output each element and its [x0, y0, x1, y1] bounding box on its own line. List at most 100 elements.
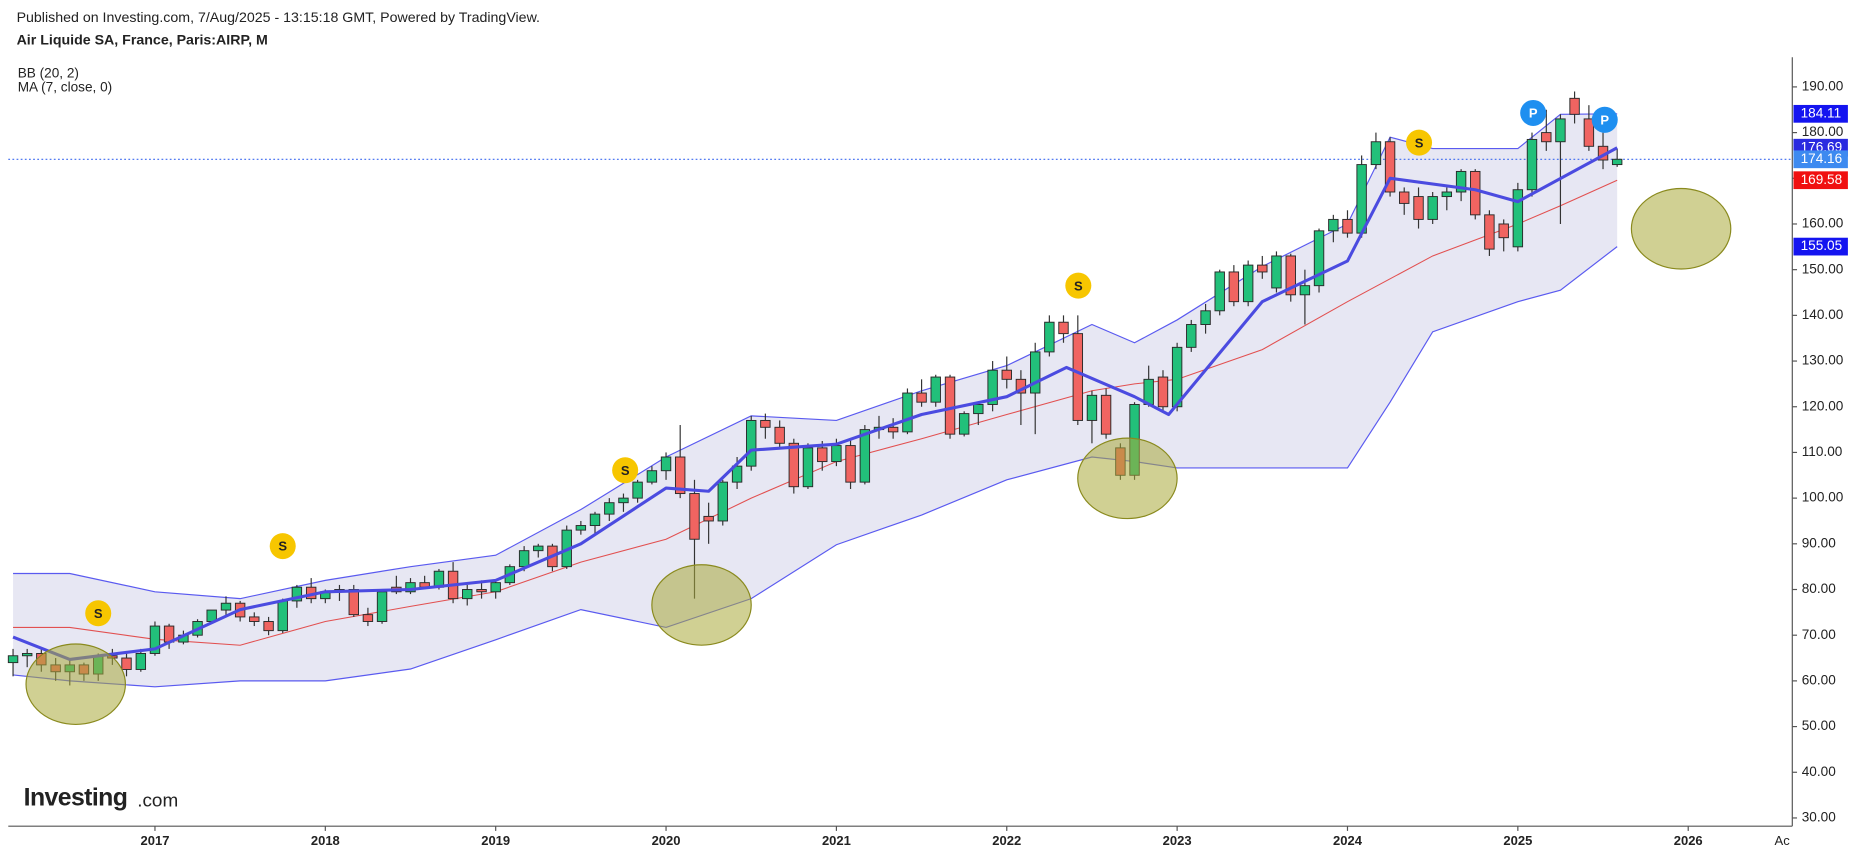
candle-body [604, 502, 615, 515]
candle-body [376, 591, 388, 622]
x-tick-label: 2018 [311, 833, 340, 848]
candle-body [1498, 223, 1509, 239]
candle-body [817, 447, 828, 463]
candle-body [490, 582, 501, 593]
price-label: 174.16 [1801, 151, 1843, 166]
candle-body [731, 465, 743, 483]
y-tick-label: 70.00 [1802, 627, 1836, 642]
event-label: S [278, 539, 287, 554]
candle-body [1569, 97, 1580, 115]
candle-body [1044, 321, 1055, 353]
candle-body [1370, 141, 1382, 166]
y-tick-label: 80.00 [1802, 581, 1836, 596]
event-label: S [94, 606, 103, 621]
candle-body [845, 445, 856, 483]
candle-body [1384, 141, 1396, 193]
candle-body [348, 589, 359, 616]
event-marker [1520, 99, 1547, 126]
y-tick-label: 130.00 [1802, 353, 1844, 368]
candle-body [263, 621, 274, 632]
x-tick-label: 2021 [822, 833, 851, 848]
candle-body [1030, 351, 1041, 394]
price-label: 184.11 [1801, 105, 1842, 120]
candle-body [987, 369, 998, 405]
event-marker [1065, 272, 1092, 299]
candle-body [802, 447, 814, 488]
candle-body [462, 589, 473, 600]
candle-body [121, 657, 132, 670]
y-tick-label: 60.00 [1802, 672, 1836, 687]
candle-body [1611, 158, 1623, 166]
candle-body [618, 497, 629, 504]
plot-area: 30.00 40.00 50.00 60.00 70.00 80.00 90.00 100.0… [7, 57, 1844, 848]
price-label-box [1793, 237, 1848, 256]
event-label: S [1074, 278, 1083, 293]
candle-body [1484, 214, 1495, 250]
candle-body [1228, 271, 1240, 303]
candle-body [1285, 255, 1296, 296]
candle-body [1583, 118, 1595, 147]
candle-body [1072, 333, 1084, 421]
y-tick-label: 40.00 [1802, 764, 1836, 779]
candle-body [1200, 310, 1211, 325]
x-tick-label: 2019 [481, 833, 510, 848]
x-tick-label: 2023 [1163, 833, 1192, 848]
y-tick-label: 120.00 [1802, 398, 1844, 413]
candle-body [405, 582, 416, 593]
x-tick-label: 2026 [1674, 833, 1703, 848]
candle-body [1242, 264, 1254, 303]
candle-body [1086, 394, 1098, 421]
candle-body [291, 586, 303, 602]
annotation-ellipse [651, 564, 752, 646]
candle-body [674, 456, 686, 495]
candle-body [589, 513, 601, 527]
event-marker [85, 600, 112, 627]
y-tick-label: 160.00 [1802, 216, 1844, 231]
x-tick-label: 2017 [141, 833, 170, 848]
candle-body [21, 652, 33, 657]
x-edge-label: Ac [1775, 833, 1791, 848]
ma-line [12, 146, 1618, 661]
candle-body [1470, 170, 1481, 216]
x-tick-label: 2022 [992, 833, 1021, 848]
candle-body [1313, 230, 1325, 287]
candle-body [1555, 118, 1566, 143]
candle-body [1271, 255, 1282, 289]
candle-body [887, 426, 899, 433]
candle-body [1541, 132, 1552, 143]
event-marker [269, 533, 296, 560]
candle-body [277, 600, 288, 632]
candle-body [135, 652, 147, 670]
candle-body [1100, 394, 1112, 435]
candle-body [1342, 218, 1353, 234]
logo-suffix: .com [137, 790, 178, 811]
y-tick-label: 100.00 [1802, 490, 1844, 505]
candle-body [831, 445, 842, 463]
y-tick-label: 90.00 [1802, 535, 1836, 550]
x-tick-label: 2024 [1333, 833, 1363, 848]
annotation-ellipse [25, 643, 126, 726]
candle-body [1512, 189, 1524, 248]
y-tick-label: 140.00 [1802, 307, 1844, 322]
candle-body [362, 614, 374, 622]
candle-body [1058, 321, 1069, 335]
event-marker [1591, 106, 1618, 133]
y-tick-label: 150.00 [1802, 261, 1844, 276]
candle-body [533, 545, 544, 552]
candle-body [476, 589, 487, 593]
y-tick-label: 110.00 [1802, 444, 1843, 459]
candle-body [660, 456, 672, 472]
candle-body [1001, 369, 1012, 380]
candle-body [1299, 285, 1311, 296]
published-note: Published on Investing.com, 7/Aug/2025 -… [17, 10, 540, 26]
event-label: S [621, 463, 630, 478]
x-tick-label: 2025 [1503, 833, 1532, 848]
candle-body [1356, 164, 1367, 234]
candle-body [249, 616, 260, 622]
candle-body [1186, 324, 1197, 348]
candle-body [1257, 264, 1268, 273]
price-label-box [1793, 104, 1848, 123]
annotation-ellipse [1077, 437, 1178, 520]
candle-body [518, 550, 530, 568]
